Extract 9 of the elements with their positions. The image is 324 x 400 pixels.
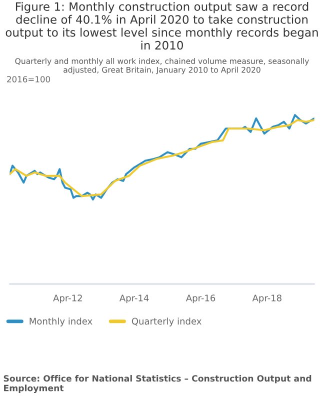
x-tick-label: Apr-14 <box>119 294 149 304</box>
legend-label: Quarterly index <box>132 318 202 326</box>
y-axis-title: 2016=100 <box>7 76 50 82</box>
x-tick-label: Apr-18 <box>252 294 282 304</box>
legend-label: Monthly index <box>30 318 92 326</box>
chart-title: Figure 1: Monthly construction output saw a record decline of 40.1% in April 2020 to take construction output to its lowest level since monthly records began in 2010 <box>6 2 318 50</box>
x-tick-label: Apr-16 <box>186 294 216 304</box>
x-tick-label: Apr-12 <box>53 294 82 304</box>
source-note: Source: Office for National Statistics – Construction Output and Employment <box>4 374 312 394</box>
